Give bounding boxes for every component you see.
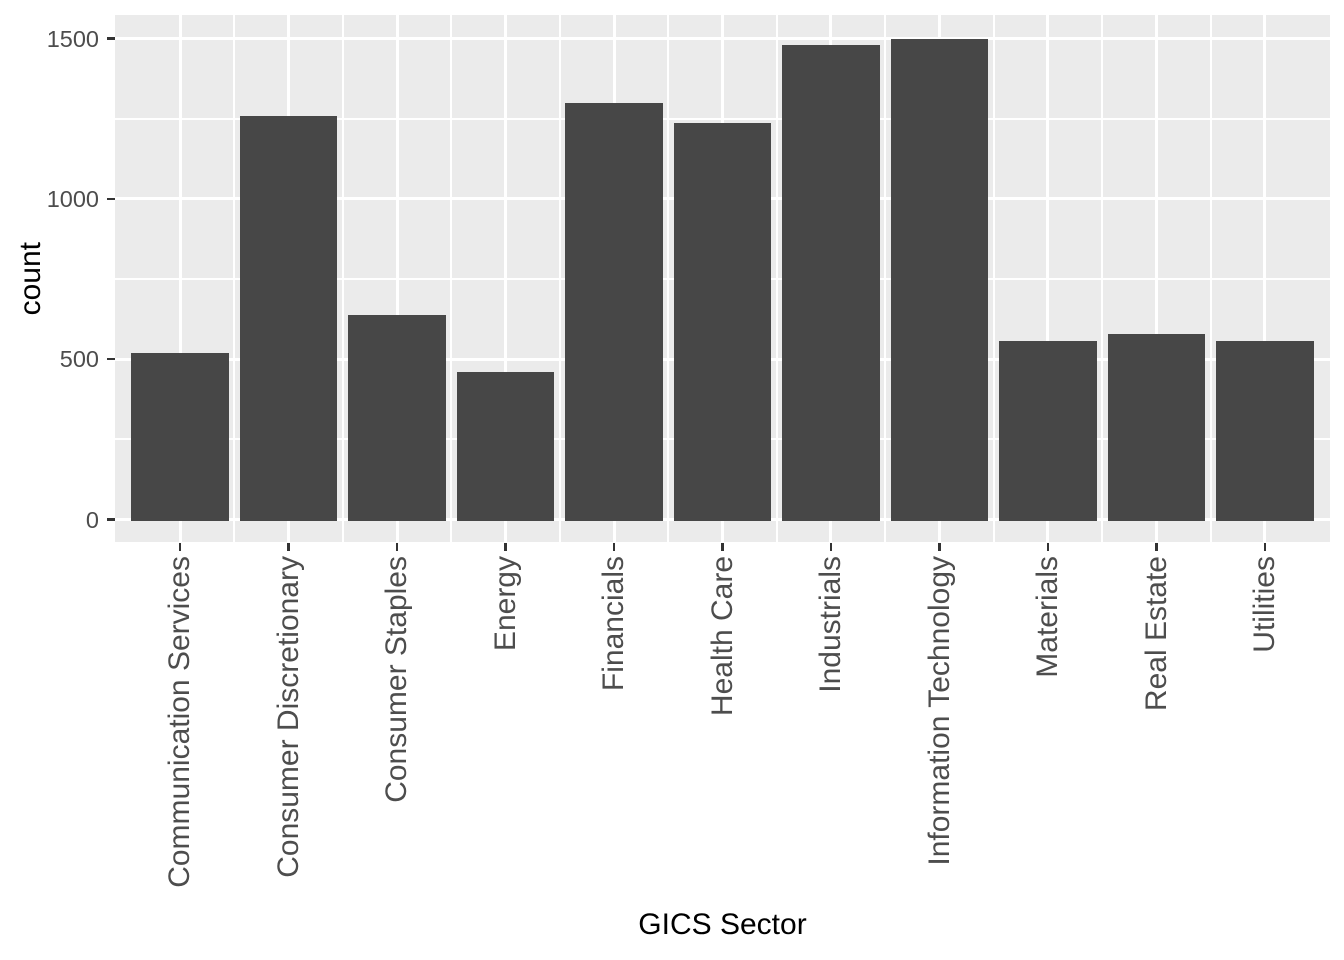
x-tick-mark <box>1155 543 1158 551</box>
y-tick-label: 0 <box>85 506 99 533</box>
gridline-minor-x <box>1101 15 1104 542</box>
x-tick-label: Information Technology <box>914 556 964 866</box>
y-tick-mark <box>107 357 115 361</box>
x-tick-mark <box>178 543 182 551</box>
x-tick-label: Consumer Discretionary <box>264 556 314 878</box>
gridline-minor-x <box>1209 15 1212 542</box>
plot-panel <box>115 15 1330 542</box>
gridline-major-x <box>1263 15 1267 542</box>
x-tick-label: Materials <box>1023 556 1073 678</box>
x-tick-mark <box>1046 543 1050 551</box>
y-tick-label: 500 <box>59 346 99 373</box>
x-tick-mark <box>612 543 616 551</box>
x-tick-mark <box>395 543 399 551</box>
y-tick-mark <box>107 37 115 40</box>
gridline-minor-x <box>341 15 344 542</box>
y-axis-title-text: count <box>14 241 47 316</box>
gridline-minor-x <box>992 15 995 542</box>
y-tick-label: 1000 <box>46 185 99 212</box>
x-tick-label-text: Energy <box>488 556 522 652</box>
x-tick-mark <box>504 543 507 551</box>
x-tick-label-text: Consumer Staples <box>380 556 414 803</box>
bar <box>239 115 338 521</box>
bar <box>673 122 772 521</box>
bar <box>999 340 1097 521</box>
y-axis-title: count <box>10 15 52 542</box>
x-tick-mark <box>1263 543 1267 551</box>
gridline-major-x <box>504 15 508 542</box>
gridline-minor-x <box>667 15 670 542</box>
gridline-major-x <box>1154 15 1158 542</box>
bar <box>1107 333 1206 521</box>
bar <box>131 352 229 521</box>
bar <box>565 102 663 521</box>
x-tick-label-text: Industrials <box>814 556 848 693</box>
x-tick-label-text: Communication Services <box>163 556 197 888</box>
x-tick-label: Utilities <box>1240 556 1290 653</box>
x-tick-label: Consumer Staples <box>372 556 422 803</box>
x-tick-label-text: Financials <box>597 556 631 692</box>
bar <box>1216 340 1314 521</box>
x-tick-label-text: Information Technology <box>922 556 956 866</box>
x-tick-label: Financials <box>589 556 639 691</box>
x-tick-mark <box>721 543 724 551</box>
x-tick-label: Health Care <box>698 556 748 716</box>
gridline-minor-x <box>884 15 887 542</box>
x-tick-label-text: Utilities <box>1248 556 1282 653</box>
x-tick-label: Communication Services <box>155 556 205 888</box>
y-tick-label: 1500 <box>46 25 99 52</box>
x-tick-label-text: Real Estate <box>1139 556 1173 712</box>
bar <box>348 315 446 521</box>
x-tick-mark <box>938 543 941 551</box>
gridline-minor-x <box>775 15 778 542</box>
gridline-major-x <box>1046 15 1050 542</box>
gridline-minor-x <box>558 15 561 542</box>
bar <box>456 372 555 521</box>
gridline-major-x <box>395 15 399 542</box>
bar <box>890 39 989 521</box>
y-tick-mark <box>107 518 115 521</box>
bar <box>782 45 880 521</box>
gridline-major-x <box>178 15 182 542</box>
x-tick-mark <box>287 543 290 551</box>
x-tick-label-text: Materials <box>1031 556 1065 678</box>
gridline-minor-x <box>450 15 453 542</box>
gridline-minor-x <box>233 15 236 542</box>
y-tick-mark <box>107 197 115 201</box>
x-tick-label: Real Estate <box>1131 556 1181 711</box>
x-tick-mark <box>829 543 833 551</box>
x-tick-label: Energy <box>481 556 531 651</box>
x-tick-label-text: Health Care <box>705 556 739 717</box>
x-axis-title: GICS Sector <box>638 908 807 941</box>
x-tick-label-text: Consumer Discretionary <box>271 556 305 878</box>
x-tick-label: Industrials <box>806 556 856 693</box>
